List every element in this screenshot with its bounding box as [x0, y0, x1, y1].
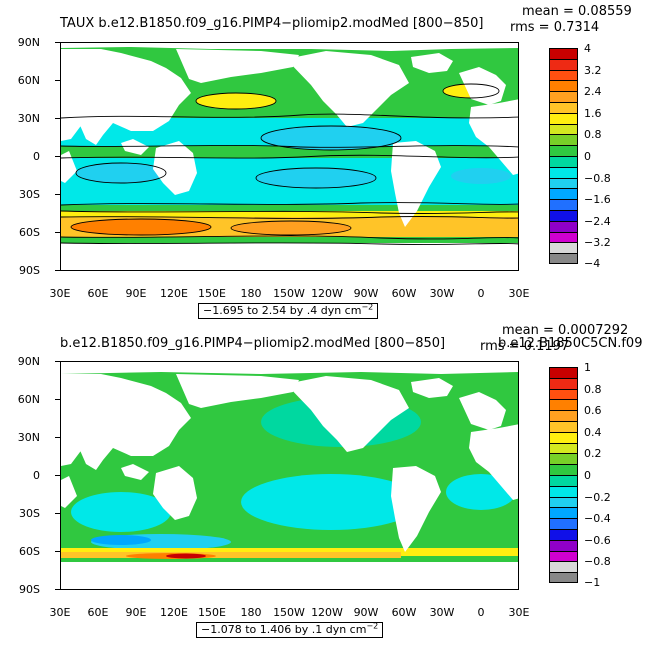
top-lat-label-90n: 90N: [17, 36, 40, 49]
top-map-panel: TAUX b.e12.B1850.f09_g16.PIMP4−pliomip2.…: [0, 0, 647, 322]
bottom-colorbar-label: 0: [584, 469, 591, 482]
bottom-lat-label-90s: 90S: [19, 583, 40, 596]
top-lon-label-90e: 90E: [125, 287, 147, 300]
bottom-colorbar-label: 1: [584, 361, 591, 374]
top-lat-label-60s: 60S: [19, 226, 40, 239]
top-lon-label-150w: 150W: [273, 287, 305, 300]
top-colorbar-label: 0: [584, 150, 591, 163]
bottom-lon-label-30w: 30W: [429, 606, 455, 619]
bottom-lon-label-180: 180: [240, 606, 262, 619]
top-colorbar-label: 3.2: [584, 64, 602, 77]
bottom-map-plot-area: [60, 361, 519, 590]
bottom-colorbar-label: −0.4: [584, 512, 611, 525]
bottom-lon-label-0: 0: [477, 606, 485, 619]
bottom-lon-label-60e: 60E: [87, 606, 109, 619]
top-lon-label-0: 0: [477, 287, 485, 300]
top-colorbar-label: 2.4: [584, 85, 602, 98]
bottom-overlap-label: b.e12.B1850C5CN.f09: [498, 337, 643, 350]
bottom-lon-label-30e: 30E: [49, 606, 71, 619]
top-lon-label-60e: 60E: [87, 287, 109, 300]
bottom-colorbar-label: −0.8: [584, 555, 611, 568]
top-colorbar-label: 4: [584, 42, 591, 55]
bottom-lon-label-90e: 90E: [125, 606, 147, 619]
bottom-colorbar-label: −1: [584, 576, 601, 589]
top-lon-label-30e-right: 30E: [508, 287, 530, 300]
bottom-colorbar-label: 0.6: [584, 404, 602, 417]
bottom-lat-label-30s: 30S: [19, 507, 40, 520]
top-colorbar-label: 0.8: [584, 128, 602, 141]
top-colorbar-label: −0.8: [584, 172, 611, 185]
top-colorbar-label: −1.6: [584, 193, 611, 206]
bottom-lat-label-30n: 30N: [17, 431, 40, 444]
bottom-contour-range-box: −1.078 to 1.406 by .1 dyn cm−2: [196, 621, 384, 638]
top-contour-range-exponent: −2: [361, 302, 374, 312]
top-lat-label-30s: 30S: [19, 188, 40, 201]
top-colorbar-label: −3.2: [584, 236, 611, 249]
bottom-mean-label: mean = 0.0007292: [502, 323, 629, 338]
bottom-lon-label-60w: 60W: [391, 606, 417, 619]
top-lon-label-90w: 90W: [353, 287, 379, 300]
bottom-lat-label-0: 0: [33, 469, 40, 482]
bottom-lat-label-60n: 60N: [17, 393, 40, 406]
top-lat-label-90s: 90S: [19, 264, 40, 277]
bottom-map-title: b.e12.B1850.f09_g16.PIMP4−pliomip2.modMe…: [60, 336, 446, 351]
top-colorbar-label: −4: [584, 257, 601, 270]
bottom-colorbar-label: 0.2: [584, 447, 602, 460]
bottom-contour-range-text: −1.078 to 1.406 by .1 dyn cm: [201, 623, 367, 636]
bottom-lon-label-150e: 150E: [198, 606, 226, 619]
top-colorbar-label: −2.4: [584, 215, 611, 228]
top-lon-label-120e: 120E: [160, 287, 188, 300]
top-contour-range-box: −1.695 to 2.54 by .4 dyn cm−2: [198, 302, 379, 319]
top-lat-label-0: 0: [33, 150, 40, 163]
bottom-colorbar: [549, 367, 578, 584]
top-colorbar-box: [549, 253, 578, 265]
top-lat-label-60n: 60N: [17, 74, 40, 87]
bottom-colorbar-box: [549, 572, 578, 584]
top-lon-label-180: 180: [240, 287, 262, 300]
top-mean-label: mean = 0.08559: [522, 4, 632, 19]
top-colorbar-label: 1.6: [584, 107, 602, 120]
bottom-colorbar-label: 0.4: [584, 426, 602, 439]
bottom-lon-label-30e-right: 30E: [508, 606, 530, 619]
top-lon-label-150e: 150E: [198, 287, 226, 300]
bottom-map-panel: b.e12.B1850.f09_g16.PIMP4−pliomip2.modMe…: [0, 323, 647, 645]
top-lon-label-120w: 120W: [311, 287, 343, 300]
top-lon-label-60w: 60W: [391, 287, 417, 300]
bottom-lat-label-60s: 60S: [19, 545, 40, 558]
bottom-contour-range-exponent: −2: [366, 621, 379, 631]
top-map-plot-area: [60, 42, 519, 271]
bottom-colorbar-label: −0.6: [584, 534, 611, 547]
bottom-lon-label-90w: 90W: [353, 606, 379, 619]
bottom-lon-label-150w: 150W: [273, 606, 305, 619]
bottom-world-map: [61, 362, 518, 589]
top-rms-label: rms = 0.7314: [510, 20, 600, 35]
top-lon-label-30w: 30W: [429, 287, 455, 300]
top-lon-label-30e: 30E: [49, 287, 71, 300]
top-map-title: TAUX b.e12.B1850.f09_g16.PIMP4−pliomip2.…: [60, 16, 484, 31]
bottom-colorbar-label: 0.8: [584, 383, 602, 396]
bottom-colorbar-label: −0.2: [584, 491, 611, 504]
bottom-lat-label-90n: 90N: [17, 355, 40, 368]
top-lat-label-30n: 30N: [17, 112, 40, 125]
bottom-lon-label-120e: 120E: [160, 606, 188, 619]
bottom-lon-label-120w: 120W: [311, 606, 343, 619]
top-world-map: [61, 43, 518, 270]
top-contour-range-text: −1.695 to 2.54 by .4 dyn cm: [203, 304, 362, 317]
bottom-rms-label: rms = 0.1197: [480, 339, 570, 354]
top-colorbar: [549, 48, 578, 265]
